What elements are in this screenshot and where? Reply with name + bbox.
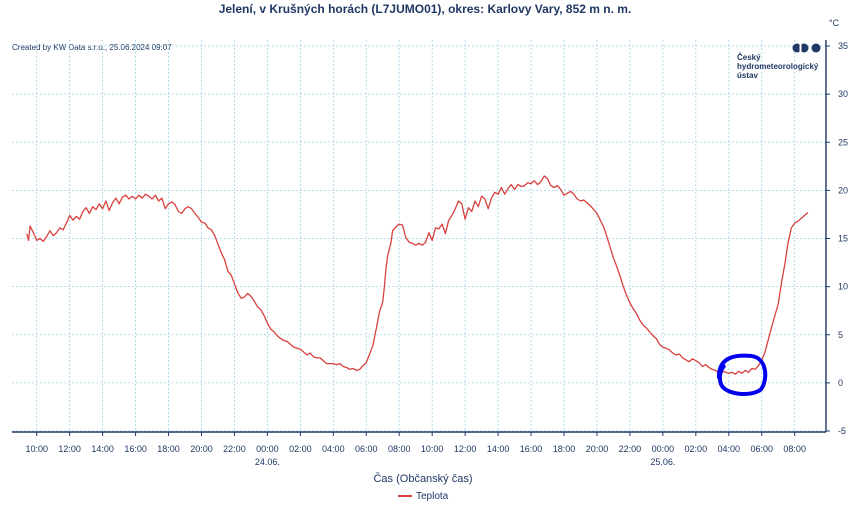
x-tick-label: 00:00 xyxy=(652,444,675,454)
x-tick-label: 12:00 xyxy=(58,444,81,454)
y-tick-label: 30 xyxy=(838,89,848,99)
x-tick-label: 14:00 xyxy=(91,444,114,454)
x-tick-label: 12:00 xyxy=(454,444,477,454)
y-tick-label: 15 xyxy=(838,234,848,244)
chart-credit: Created by KW Data s.r.o., 25.06.2024 09… xyxy=(12,43,172,52)
x-tick-label: 02:00 xyxy=(289,444,312,454)
y-axis-unit: °C xyxy=(829,18,840,28)
x-tick-label: 08:00 xyxy=(783,444,806,454)
x-tick-label: 18:00 xyxy=(157,444,180,454)
x-tick-label: 16:00 xyxy=(520,444,543,454)
x-tick-label: 22:00 xyxy=(223,444,246,454)
annotation-layer xyxy=(716,353,768,396)
x-tick-label: 14:00 xyxy=(487,444,510,454)
y-tick-label: 5 xyxy=(838,330,843,340)
x-date-label: 25.06. xyxy=(650,457,675,467)
x-tick-label: 04:00 xyxy=(718,444,741,454)
y-tick-label: -5 xyxy=(838,426,846,436)
y-tick-label: 10 xyxy=(838,282,848,292)
x-tick-label: 00:00 xyxy=(256,444,279,454)
x-tick-label: 18:00 xyxy=(553,444,576,454)
logo-dot xyxy=(811,43,821,53)
x-tick-label: 20:00 xyxy=(586,444,609,454)
x-tick-label: 22:00 xyxy=(619,444,642,454)
logo-text-line: hydrometeorologický xyxy=(737,62,819,71)
axes: -5 0 5 10 15 20 25 30 35 10:00 12:00 14:00 16:00 18:0… xyxy=(12,40,848,467)
logo-dot xyxy=(799,43,809,53)
annotation-ellipse xyxy=(716,353,768,396)
x-tick-label: 20:00 xyxy=(190,444,213,454)
x-tick-label: 06:00 xyxy=(355,444,378,454)
x-tick-label: 06:00 xyxy=(750,444,773,454)
y-tick-label: 0 xyxy=(838,378,843,388)
y-tick-label: 25 xyxy=(838,137,848,147)
x-tick-label: 08:00 xyxy=(388,444,411,454)
logo-text-line: Český xyxy=(737,53,761,62)
x-axis-title: Čas (Občanský čas) xyxy=(373,472,472,485)
logo-text-line: ústav xyxy=(737,71,758,80)
legend: Teplota xyxy=(398,491,449,502)
series-layer xyxy=(26,175,809,375)
grid xyxy=(12,40,826,432)
x-tick-label: 10:00 xyxy=(421,444,444,454)
x-tick-label: 16:00 xyxy=(124,444,147,454)
series-line-teplota xyxy=(26,175,809,375)
legend-label: Teplota xyxy=(416,491,449,502)
y-tick-label: 35 xyxy=(838,41,848,51)
x-tick-label: 02:00 xyxy=(685,444,708,454)
logo-dot xyxy=(792,43,802,53)
x-date-label: 24.06. xyxy=(255,457,280,467)
x-tick-label: 10:00 xyxy=(25,444,48,454)
y-tick-label: 20 xyxy=(838,185,848,195)
x-tick-label: 04:00 xyxy=(322,444,345,454)
chart-title: Jelení, v Krušných horách (L7JUMO01), ok… xyxy=(219,2,632,16)
logo-gap xyxy=(799,43,802,53)
